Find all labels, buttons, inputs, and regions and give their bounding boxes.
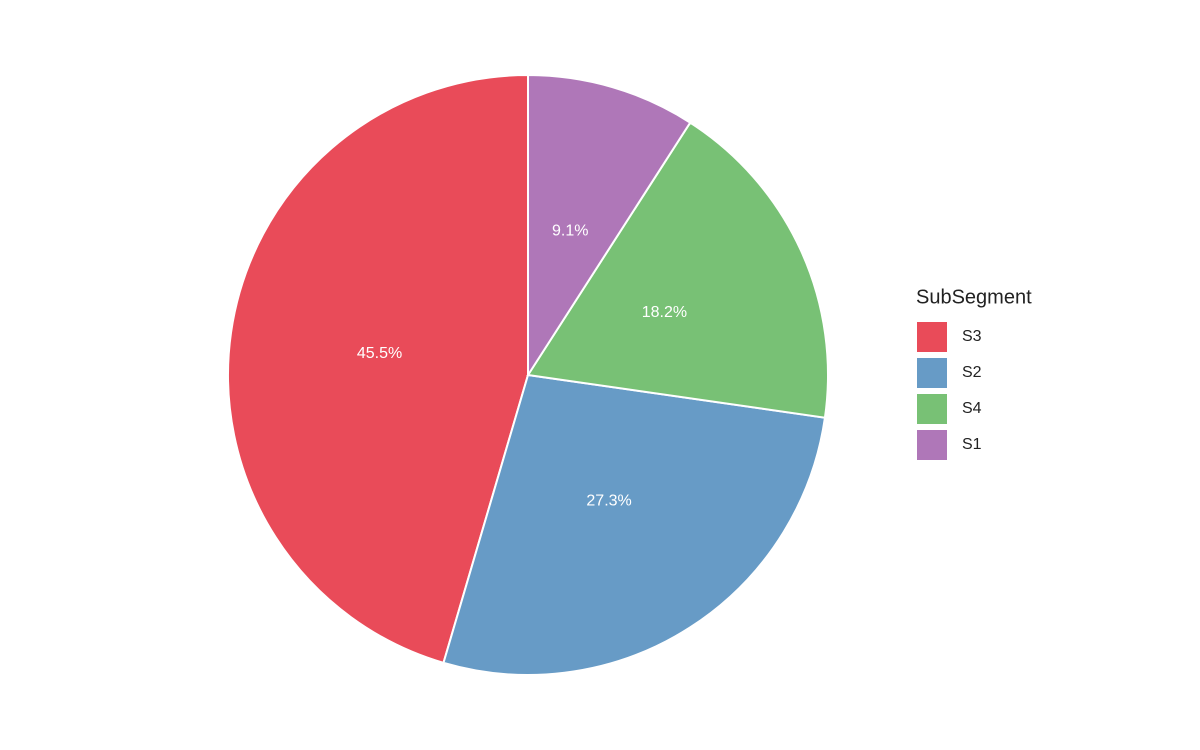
legend-swatch [917,430,947,460]
slice-label: 45.5% [357,345,402,362]
legend-label: S2 [962,364,982,381]
pie-slice [527,73,692,379]
slice-label: 9.1% [552,222,588,239]
slice-label: 18.2% [642,304,687,321]
legend-swatch [917,322,947,352]
legend-label: S3 [962,328,982,345]
legend-title: SubSegment [916,286,1032,308]
legend-swatch [917,394,947,424]
pie-slice [526,121,829,419]
legend-label: S4 [962,400,982,417]
pie-slice [226,73,529,665]
legend-label: S1 [962,436,982,453]
slice-label: 27.3% [586,492,631,509]
legend-swatch [917,358,947,388]
pie-slice [442,373,827,676]
